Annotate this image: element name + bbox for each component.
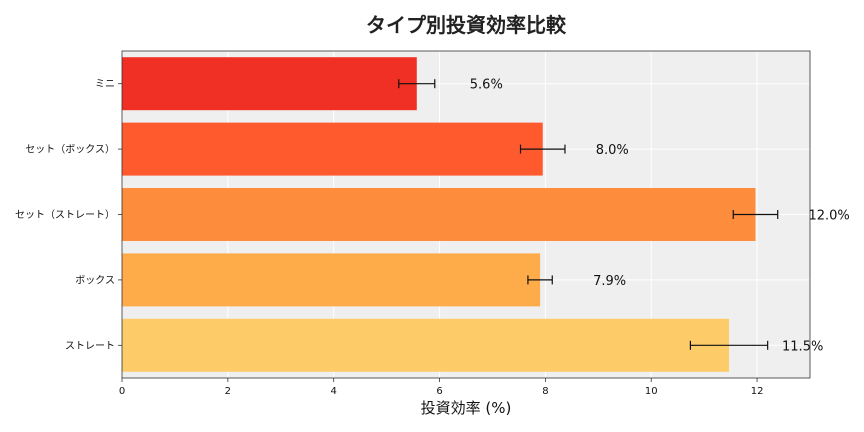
bar (122, 57, 417, 111)
bar (122, 253, 541, 307)
x-tick-label: 0 (119, 386, 125, 397)
chart-title: タイプ別投資効率比較 (366, 13, 567, 37)
category-label: ボックス (75, 274, 115, 286)
x-tick-label: 4 (331, 386, 337, 397)
value-label: 12.0% (808, 209, 849, 224)
category-label: ストレート (65, 341, 115, 352)
value-label: 11.5% (782, 339, 823, 354)
bar (122, 188, 756, 241)
value-labels-group: 5.6% 8.0% 12.0% 7.9% 11.5% (470, 78, 850, 355)
category-label: セット（ボックス） (25, 144, 115, 156)
bar (122, 122, 543, 176)
x-axis-label: 投資効率 (%) (421, 399, 512, 417)
x-tick-label: 6 (436, 386, 442, 397)
bars-group (122, 57, 756, 372)
plot-frame (121, 50, 811, 379)
x-tick-label: 10 (645, 386, 658, 397)
value-label: 7.9% (593, 274, 626, 289)
x-ticks-group: 0 2 4 6 8 10 12 (119, 378, 764, 397)
bar (122, 318, 730, 372)
x-tick-label: 12 (751, 386, 764, 397)
category-label: セット（ストレート） (15, 209, 115, 221)
error-bars-group (398, 79, 779, 350)
x-tick-label: 2 (225, 386, 231, 397)
value-label: 5.6% (470, 78, 503, 93)
x-tick-label: 8 (542, 386, 548, 397)
category-label: ミニ (95, 79, 115, 90)
value-label: 8.0% (596, 143, 629, 158)
